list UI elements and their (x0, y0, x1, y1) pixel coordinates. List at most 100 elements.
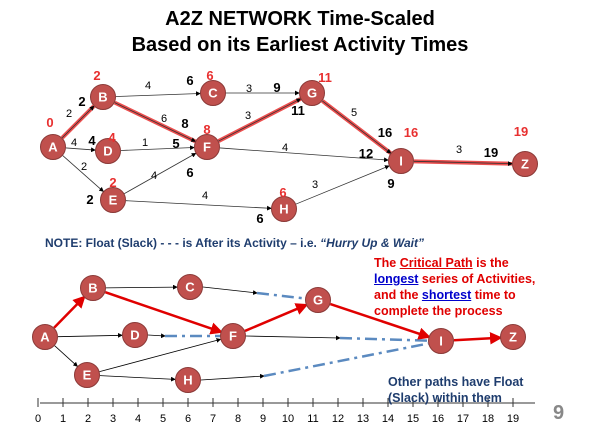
duration-BF: 6 (161, 113, 167, 125)
critical-edge-BF (104, 291, 224, 335)
node-label-F: F (203, 140, 211, 155)
float-note: NOTE: Float (Slack) - - - is After its A… (45, 236, 424, 250)
timeline-tick-label: 6 (185, 413, 191, 425)
earliest-start-C: 6 (206, 68, 213, 83)
duration-HI: 3 (312, 179, 318, 191)
node-G (299, 80, 325, 106)
bottom-node-label-C: C (185, 280, 195, 295)
note-quote: “Hurry Up & Wait” (320, 236, 424, 250)
timeline-tick-label: 17 (457, 413, 469, 425)
float-HI (263, 342, 429, 378)
timeline-tick-label: 2 (85, 413, 91, 425)
duration-GI: 5 (351, 107, 357, 119)
bottom-node-label-F: F (229, 329, 237, 344)
duration-AD: 4 (71, 137, 77, 149)
earliest-start-E: 2 (109, 175, 116, 190)
timeline-tick-label: 0 (35, 413, 41, 425)
arrival-time: 19 (484, 145, 498, 160)
earliest-start-D: 4 (108, 130, 116, 145)
node-Z (512, 151, 538, 177)
page-number: 9 (553, 402, 565, 424)
bottom-node-label-A: A (40, 330, 50, 345)
edge-AB (61, 105, 95, 139)
critical-edge-AB (53, 295, 86, 329)
timeline-tick-label: 16 (432, 413, 444, 425)
arrival-time: 6 (186, 165, 193, 180)
node-E (100, 187, 126, 213)
bottom-node-Z (500, 324, 526, 350)
edge-BF (114, 102, 197, 142)
activity-HI (200, 373, 265, 381)
edge-IZ (413, 160, 513, 166)
arrival-time: 9 (387, 176, 394, 191)
arrival-time: 11 (291, 103, 305, 118)
bottom-node-label-G: G (313, 293, 323, 308)
bottom-node-F (220, 323, 246, 349)
earliest-start-I: 16 (404, 125, 418, 140)
timeline-tick-label: 18 (482, 413, 494, 425)
edge-FG (218, 98, 302, 142)
timeline-tick-label: 10 (282, 413, 294, 425)
node-I (388, 148, 414, 174)
ct-5: time to (471, 288, 516, 302)
float-explanation: Other paths have Float (Slack) within th… (388, 375, 524, 405)
timeline-tick-label: 8 (235, 413, 241, 425)
arrival-time: 6 (186, 73, 193, 88)
duration-FI: 4 (282, 142, 288, 154)
bottom-node-label-I: I (439, 334, 443, 349)
duration-AE: 2 (81, 161, 87, 173)
bottom-node-label-B: B (88, 281, 97, 296)
ct-3: series of Activities, (418, 272, 536, 286)
activity-DF (147, 333, 166, 339)
ct-2: is the (472, 256, 509, 270)
arrival-time: 2 (86, 192, 93, 207)
timeline-tick-label: 3 (110, 413, 116, 425)
bottom-edge-AE (54, 345, 78, 367)
node-label-H: H (279, 202, 288, 217)
node-label-G: G (307, 86, 317, 101)
earliest-start-H: 6 (279, 185, 286, 200)
edge-EH (125, 200, 272, 211)
arrival-time: 2 (78, 94, 85, 109)
earliest-start-G: 11 (318, 70, 332, 85)
timeline-tick-label: 4 (135, 413, 141, 425)
earliest-start-B: 2 (93, 68, 100, 83)
ct-shortest: shortest (421, 288, 472, 302)
bottom-node-label-Z: Z (509, 330, 517, 345)
timeline-tick-label: 13 (357, 413, 369, 425)
arrival-time: 6 (256, 211, 263, 226)
bottom-edge-AD (57, 332, 123, 338)
node-label-Z: Z (521, 157, 529, 172)
duration-FG: 3 (245, 110, 251, 122)
edge-AE (62, 155, 104, 192)
node-label-D: D (103, 144, 112, 159)
node-A (40, 134, 66, 160)
float-CG (256, 291, 306, 300)
edge-EF (124, 152, 197, 194)
bottom-edge-EH (99, 375, 176, 382)
edge-BC (115, 91, 201, 97)
arrival-time: 9 (273, 80, 280, 95)
activity-CG (202, 286, 258, 295)
edge-GI (322, 100, 392, 154)
edge-FI (219, 147, 389, 163)
duration-EF: 4 (151, 170, 157, 182)
bottom-node-I (428, 328, 454, 354)
ct-longest: longest (374, 272, 419, 286)
bottom-node-G (305, 287, 331, 313)
earliest-start-F: 8 (203, 122, 210, 137)
timeline-tick-label: 14 (382, 413, 394, 425)
bottom-edge-EF (99, 338, 222, 373)
critical-path-explanation: The Critical Path is the longest series … (374, 255, 535, 319)
bottom-node-C (177, 274, 203, 300)
duration-BC: 4 (145, 80, 151, 92)
bottom-node-H (175, 367, 201, 393)
node-label-E: E (109, 193, 118, 208)
float-FI (339, 336, 429, 342)
ct-1: The (374, 256, 400, 270)
duration-DF: 1 (142, 137, 148, 149)
node-B (90, 84, 116, 110)
duration-CG: 3 (246, 83, 252, 95)
